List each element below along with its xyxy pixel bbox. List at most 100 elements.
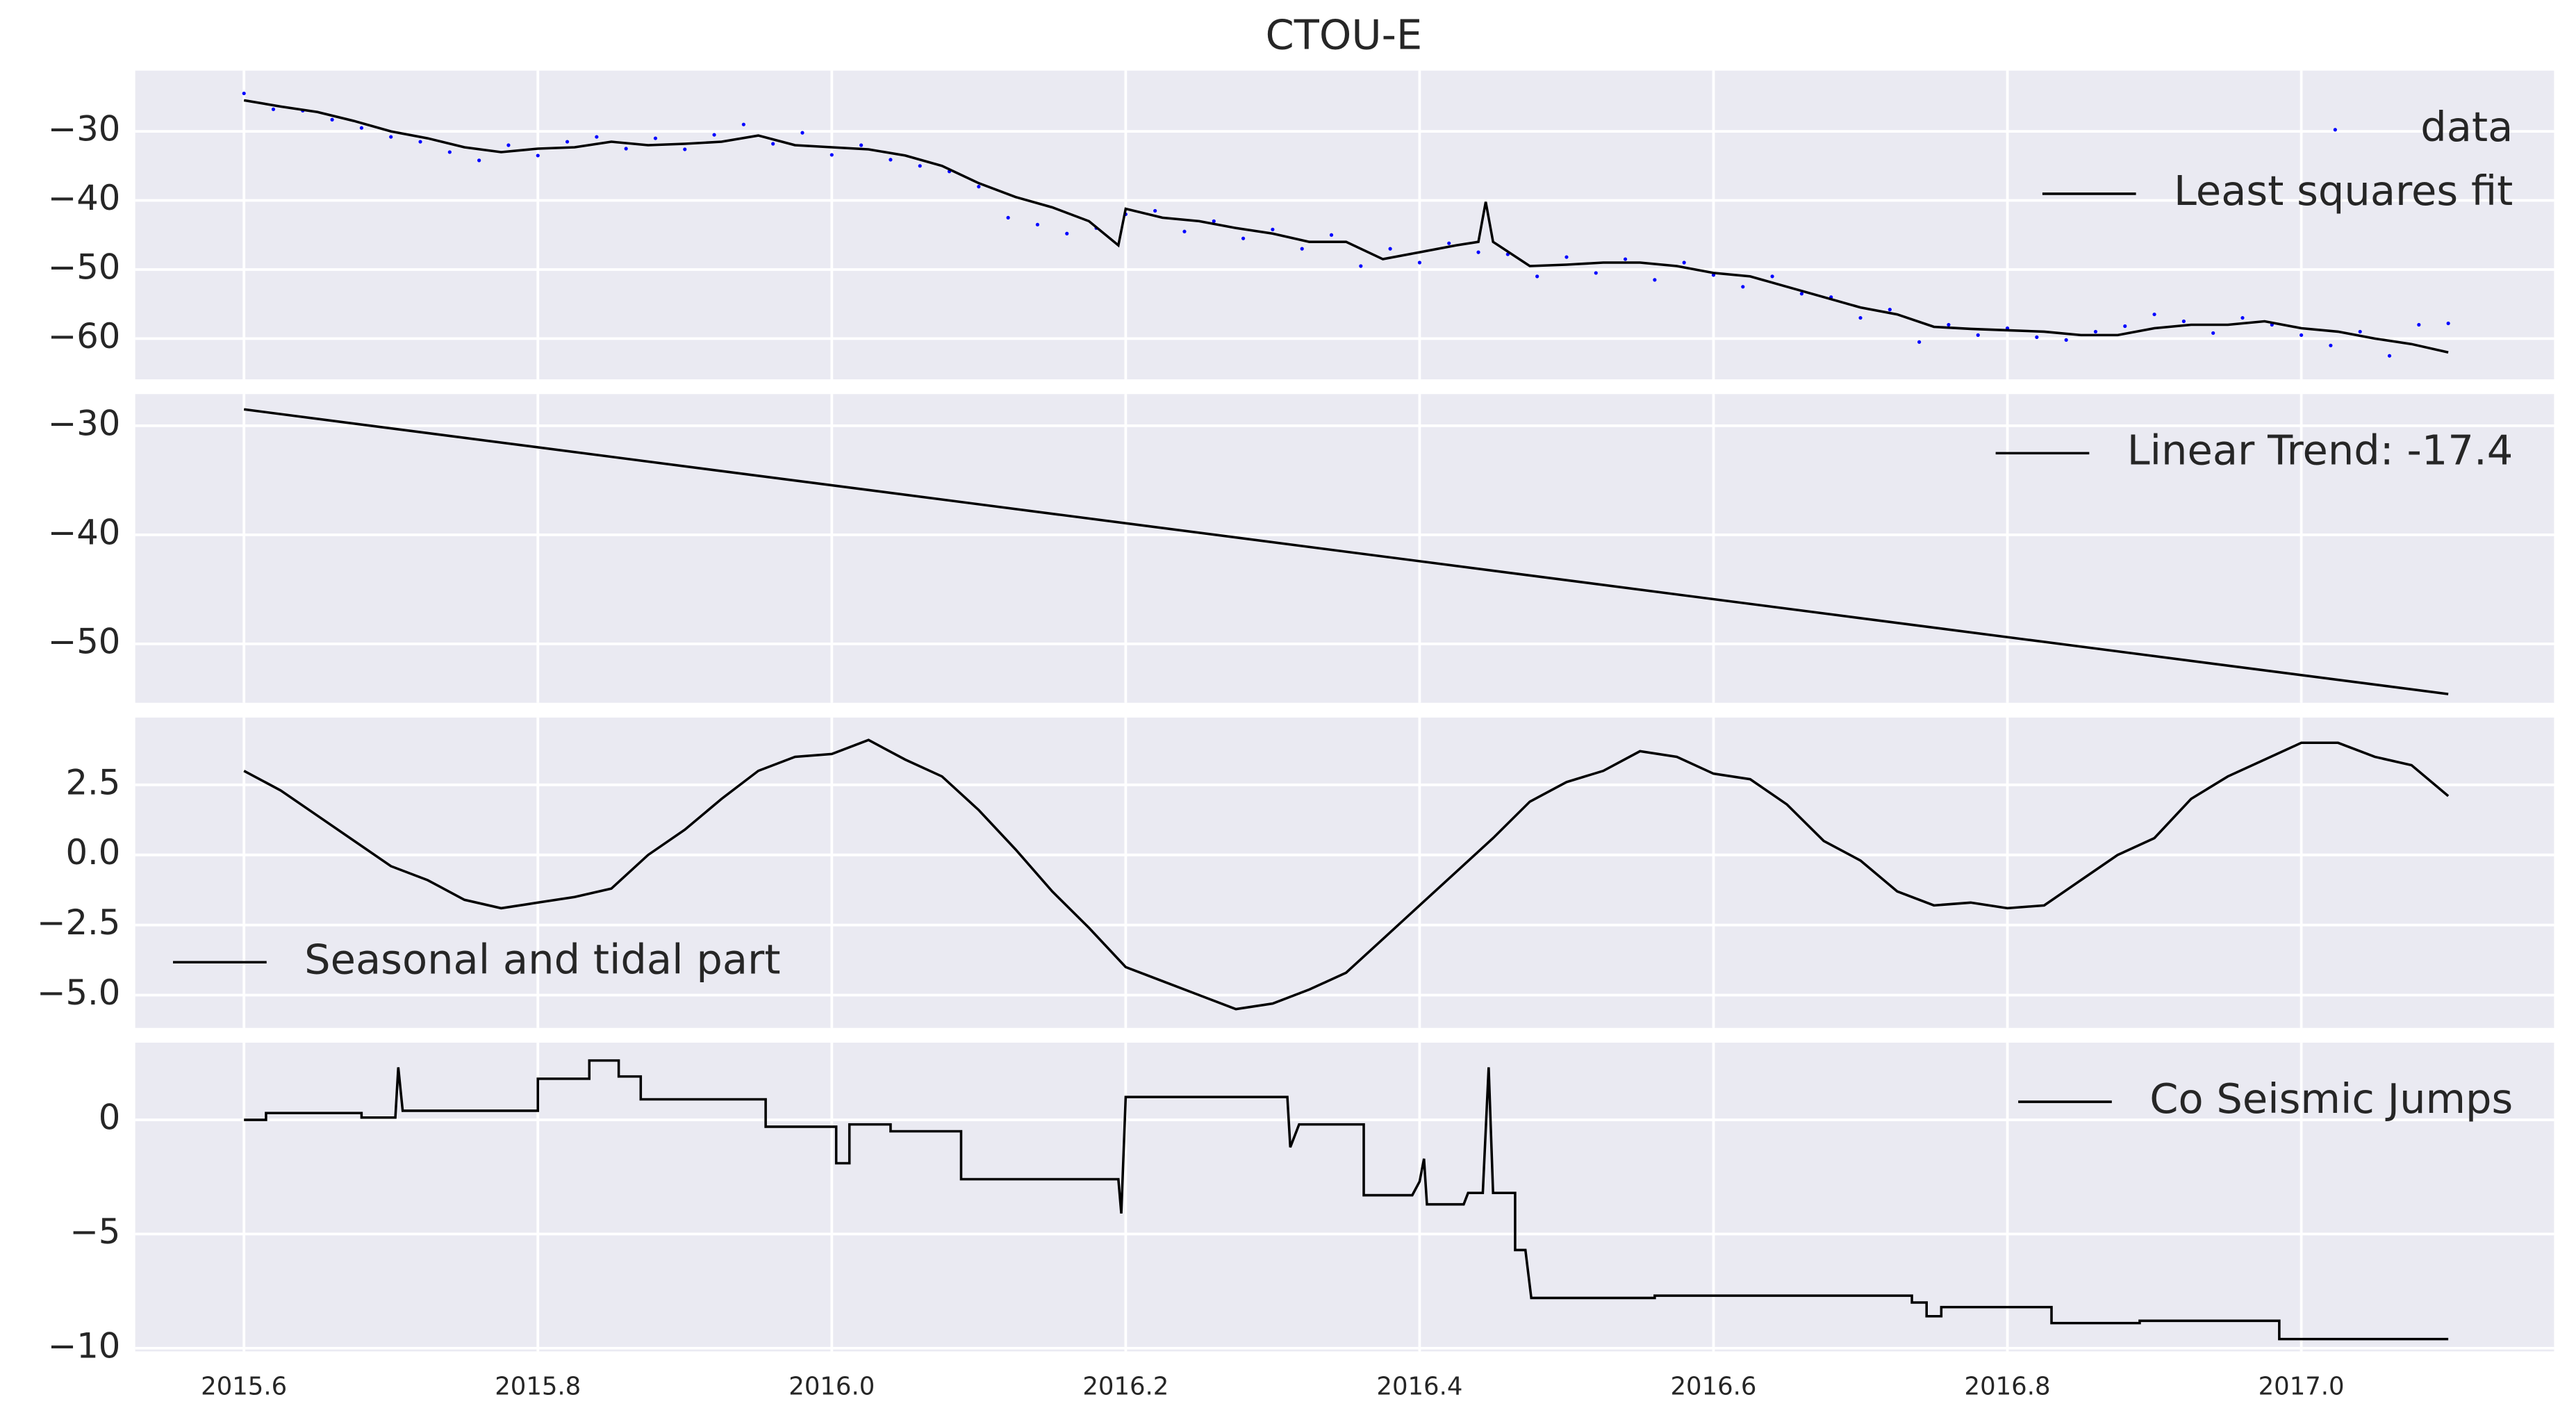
y-tick-label: −60 [48, 316, 121, 356]
y-tick-label: 2.5 [65, 762, 120, 802]
x-tick-label: 2016.4 [1376, 1372, 1462, 1400]
data-point [1271, 227, 1275, 231]
x-tick-label: 2017.0 [2259, 1372, 2345, 1400]
data-point [1035, 222, 1040, 226]
data-point [330, 117, 334, 122]
y-tick-label: −40 [48, 512, 121, 552]
data-point [1006, 215, 1010, 220]
data-point [359, 126, 364, 130]
data-point [741, 122, 745, 126]
chart-title: CTOU-E [1265, 10, 1422, 58]
y-tick-label: −30 [48, 403, 121, 443]
data-point [2152, 312, 2156, 317]
data-point [1329, 233, 1334, 237]
data-point [447, 150, 452, 154]
data-point [2329, 343, 2333, 347]
data-point [1153, 208, 1157, 213]
data-point [565, 140, 570, 144]
y-tick-label: −5.0 [37, 973, 121, 1013]
data-point [2417, 322, 2421, 327]
legend-label: Seasonal and tidal part [304, 935, 780, 983]
data-point [2358, 329, 2362, 334]
data-point [1741, 285, 1745, 289]
data-point [506, 143, 511, 147]
data-point [271, 107, 276, 111]
y-tick-label: −5 [69, 1212, 120, 1252]
data-point [624, 147, 628, 151]
data-point [1564, 255, 1569, 259]
data-point [2035, 335, 2039, 339]
y-tick-label: −50 [48, 621, 121, 661]
data-point [477, 158, 481, 163]
data-point [1300, 247, 1304, 251]
y-tick-label: −50 [48, 247, 121, 287]
data-point [712, 133, 716, 137]
data-point [389, 135, 393, 139]
series-line [244, 1059, 2449, 1341]
data-point [800, 131, 804, 135]
y-tick-label: 0 [99, 1098, 121, 1138]
data-point [1476, 250, 1480, 254]
data-point [1623, 257, 1628, 261]
data-point [1182, 229, 1187, 233]
data-point [889, 158, 893, 162]
data-point [595, 135, 599, 139]
data-point [2387, 354, 2392, 358]
y-tick-label: 0.0 [65, 832, 120, 873]
x-tick-label: 2016.0 [789, 1372, 875, 1400]
x-tick-label: 2016.6 [1670, 1372, 1756, 1400]
data-point [1241, 236, 1246, 240]
data-point [1653, 278, 1657, 282]
data-point [1212, 219, 1216, 223]
data-point [2211, 331, 2215, 336]
series-line [243, 738, 2450, 1011]
data-point [2064, 338, 2068, 342]
data-point [1388, 247, 1392, 251]
data-point [2240, 315, 2245, 320]
data-point [1799, 292, 1804, 296]
data-point [683, 147, 687, 151]
data-point [242, 91, 246, 96]
y-tick-label: −2.5 [37, 902, 121, 943]
data-point [977, 185, 981, 189]
data-point [2093, 329, 2098, 334]
data-point [1417, 261, 1422, 265]
data-point [2181, 319, 2186, 324]
x-tick-label: 2016.2 [1082, 1372, 1169, 1400]
x-tick-label: 2015.6 [201, 1372, 287, 1400]
data-point [1947, 322, 1951, 327]
y-tick-label: −40 [48, 178, 121, 218]
plot-area [135, 70, 2554, 380]
legend-label: Linear Trend: -17.4 [2127, 427, 2513, 474]
data-point [1447, 241, 1451, 245]
data-point [2123, 324, 2127, 329]
data-point [2300, 333, 2304, 337]
data-point [536, 154, 540, 158]
data-point [859, 143, 864, 147]
data-point [418, 140, 422, 144]
x-tick-label: 2015.8 [495, 1372, 581, 1400]
legend-label: Co Seismic Jumps [2149, 1075, 2513, 1123]
data-point [1535, 274, 1539, 279]
data-point [1858, 315, 1863, 320]
data-point [1917, 340, 1922, 344]
legend-marker [2333, 128, 2337, 132]
data-point [1888, 308, 1892, 312]
series-line [243, 99, 2449, 354]
x-tick-label: 2016.8 [1965, 1372, 2051, 1400]
data-point [1770, 274, 1774, 279]
y-tick-label: −30 [48, 109, 121, 149]
data-point [653, 136, 658, 140]
data-point [1065, 231, 1069, 235]
data-point [2446, 321, 2450, 326]
data-point [1682, 261, 1686, 265]
data-point [1976, 333, 1980, 337]
y-tick-label: −10 [48, 1325, 121, 1366]
legend-label: Least squares fit [2174, 167, 2513, 215]
data-point [1594, 271, 1598, 275]
data-point [771, 142, 775, 146]
series-line [243, 408, 2449, 695]
legend-label: data [2420, 103, 2513, 151]
